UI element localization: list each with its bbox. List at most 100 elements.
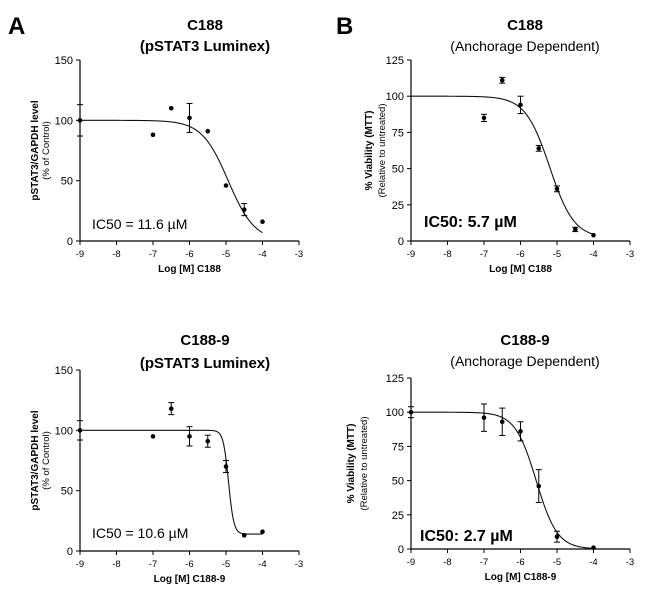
- y-tick-label: 100: [55, 115, 73, 127]
- data-point: [187, 434, 192, 439]
- x-tick-label: -5: [222, 559, 230, 570]
- x-tick-label: -7: [149, 249, 157, 260]
- data-point: [260, 529, 265, 534]
- x-tick-label: -3: [295, 559, 303, 570]
- chart-c188-pstat3: C188 (pSTAT3 Luminex) 0 50 100 150 -9 -8 -7 -6 -5 -…: [30, 17, 303, 275]
- data-point: [150, 132, 156, 138]
- x-tick-label: -7: [480, 557, 488, 568]
- x-tick-label: -9: [407, 249, 415, 260]
- chart-subtitle: (pSTAT3 Luminex): [140, 355, 270, 372]
- y-tick-label: 25: [392, 200, 404, 212]
- fit-curve: [79, 119, 263, 234]
- x-tick-label: -7: [480, 249, 488, 260]
- data-point: [554, 186, 560, 192]
- y-axis-label: % Viability (MTT): [346, 424, 357, 504]
- x-tick-label: -8: [443, 557, 451, 568]
- y-tick-label: 25: [392, 510, 404, 522]
- x-tick-label: -6: [516, 249, 524, 260]
- data-point: [223, 183, 229, 188]
- x-tick-label: -4: [589, 249, 597, 260]
- ic50-annotation: IC50: 2.7 µM: [420, 528, 513, 545]
- chart-c188-9-pstat3: C188-9 (pSTAT3 Luminex) 0 50 100 150 -9 -8 -7 -6 -…: [30, 332, 303, 585]
- x-axis-label: Log [M] C188-9: [485, 572, 557, 583]
- y-tick-label: 50: [61, 176, 73, 188]
- data-point: [591, 545, 596, 550]
- x-tick-label: -4: [258, 249, 266, 260]
- chart-c188-viability: C188 (Anchorage Dependent) 0 25 50 75 100 125 -9…: [364, 17, 634, 275]
- chart-title: C188-9: [500, 332, 549, 349]
- x-tick-label: -6: [185, 249, 193, 260]
- data-point: [536, 483, 542, 489]
- y-axis-label: pSTAT3/GAPDH level: [30, 100, 41, 200]
- x-tick-label: -5: [553, 249, 561, 260]
- y-axis-sublabel: (Relative to untreated): [377, 104, 388, 198]
- data-point: [499, 77, 505, 83]
- y-axis-sublabel: (Relative to untreated): [359, 417, 370, 511]
- x-tick-label: -8: [443, 249, 451, 260]
- y-tick-label: 150: [55, 55, 73, 67]
- fit-curve: [411, 95, 594, 235]
- x-tick-label: -3: [626, 249, 634, 260]
- chart-title: C188: [187, 17, 223, 34]
- y-tick-label: 50: [392, 164, 404, 176]
- y-axis-sublabel: (% of Control): [41, 121, 52, 180]
- x-tick-label: -4: [258, 559, 266, 570]
- data-point: [536, 146, 542, 151]
- x-tick-label: -6: [516, 557, 524, 568]
- data-point: [187, 115, 192, 121]
- data-point: [168, 105, 174, 111]
- x-tick-label: -8: [112, 559, 120, 570]
- y-tick-label: 50: [392, 476, 404, 488]
- panel-label-b: B: [336, 13, 353, 40]
- y-tick-label: 0: [398, 544, 404, 556]
- x-tick-label: -6: [185, 559, 193, 570]
- x-axis-label: Log [M] C188: [158, 264, 221, 275]
- ic50-annotation: IC50 = 10.6 µM: [92, 525, 188, 541]
- data-point: [205, 128, 211, 134]
- data-point: [150, 434, 156, 439]
- x-axis-label: Log [M] C188-9: [154, 574, 226, 585]
- x-tick-label: -9: [76, 559, 84, 570]
- data-point: [572, 227, 578, 232]
- data-point: [591, 232, 596, 238]
- y-axis-label: % Viability (MTT): [364, 111, 375, 191]
- data-point: [168, 406, 174, 411]
- data-point: [481, 115, 487, 121]
- data-point: [77, 428, 83, 433]
- y-tick-label: 125: [386, 373, 404, 385]
- data-point: [481, 415, 487, 420]
- data-point: [499, 419, 505, 425]
- data-point: [205, 438, 211, 444]
- x-tick-label: -9: [407, 557, 415, 568]
- panel-label-a: A: [8, 13, 25, 40]
- ic50-annotation: IC50: 5.7 µM: [424, 214, 517, 231]
- data-point: [260, 219, 265, 224]
- data-point: [241, 207, 247, 212]
- y-tick-label: 100: [386, 91, 404, 103]
- x-tick-label: -5: [553, 557, 561, 568]
- x-tick-label: -5: [222, 249, 230, 260]
- y-tick-label: 150: [55, 365, 73, 377]
- y-tick-label: 50: [61, 486, 73, 498]
- data-point: [518, 429, 523, 434]
- x-axis-label: Log [M] C188: [489, 264, 552, 275]
- y-tick-label: 0: [67, 236, 73, 248]
- ic50-annotation: IC50 = 11.6 µM: [92, 216, 187, 232]
- fit-curve: [80, 429, 263, 535]
- y-tick-label: 100: [55, 425, 73, 437]
- chart-c188-9-viability: C188-9 (Anchorage Dependent) 0 25 50 75 100 125…: [346, 332, 634, 583]
- y-tick-label: 0: [398, 236, 404, 248]
- chart-subtitle: (Anchorage Dependent): [450, 353, 599, 369]
- y-tick-label: 100: [386, 407, 404, 419]
- x-tick-label: -9: [76, 249, 84, 260]
- data-point: [554, 534, 560, 539]
- y-axis-sublabel: (% of Control): [41, 431, 52, 490]
- x-tick-label: -7: [149, 559, 157, 570]
- y-tick-label: 75: [392, 127, 404, 139]
- data-point: [223, 464, 229, 469]
- y-tick-label: 0: [67, 546, 73, 558]
- x-tick-label: -4: [589, 557, 597, 568]
- chart-subtitle: (pSTAT3 Luminex): [140, 38, 270, 55]
- chart-subtitle: (Anchorage Dependent): [450, 38, 599, 54]
